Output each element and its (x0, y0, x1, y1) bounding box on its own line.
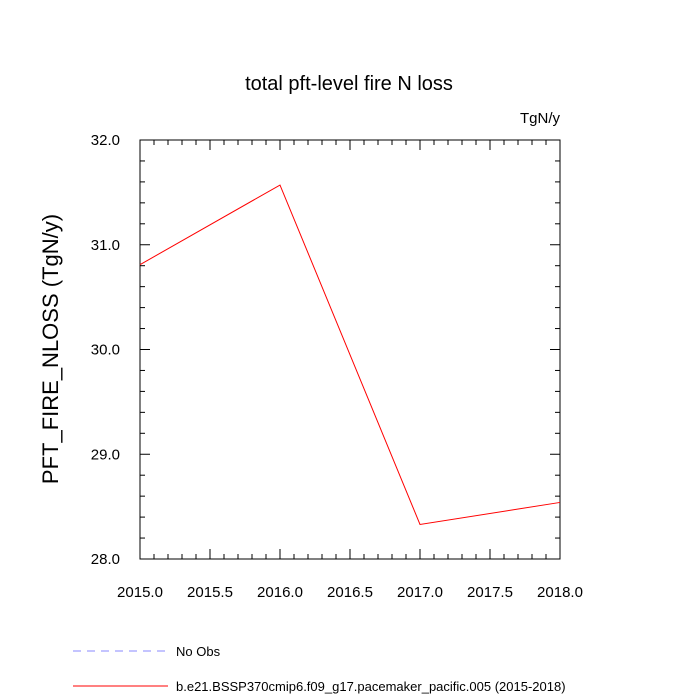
y-tick-label: 31.0 (91, 237, 120, 254)
y-axis-label: PFT_FIRE_NLOSS (TgN/y) (38, 214, 63, 484)
legend: No Obs b.e21.BSSP370cmip6.f09_g17.pacemak… (73, 644, 566, 694)
plot-axes: 2015.0 2015.5 2016.0 2016.5 2017.0 2017.5 2018… (91, 132, 583, 601)
legend-label: No Obs (176, 644, 221, 659)
units-label: TgN/y (520, 110, 561, 127)
chart-title: total pft-level fire N loss (245, 73, 453, 95)
x-tick-label: 2017.5 (467, 584, 513, 601)
plot-frame (139, 139, 561, 560)
x-tick-label: 2016.5 (327, 584, 373, 601)
y-tick-label: 29.0 (91, 446, 120, 463)
series-layer (139, 184, 561, 525)
y-tick-label: 28.0 (91, 551, 120, 568)
x-tick-label: 2018.0 (537, 584, 583, 601)
x-tick-label: 2015.5 (187, 584, 233, 601)
series-line (139, 184, 561, 525)
y-tick-label: 32.0 (91, 132, 120, 149)
x-tick-label: 2016.0 (257, 584, 303, 601)
x-tick-label: 2015.0 (117, 584, 163, 601)
x-tick-label: 2017.0 (397, 584, 443, 601)
legend-label: b.e21.BSSP370cmip6.f09_g17.pacemaker_pac… (176, 679, 566, 694)
y-tick-label: 30.0 (91, 342, 120, 359)
